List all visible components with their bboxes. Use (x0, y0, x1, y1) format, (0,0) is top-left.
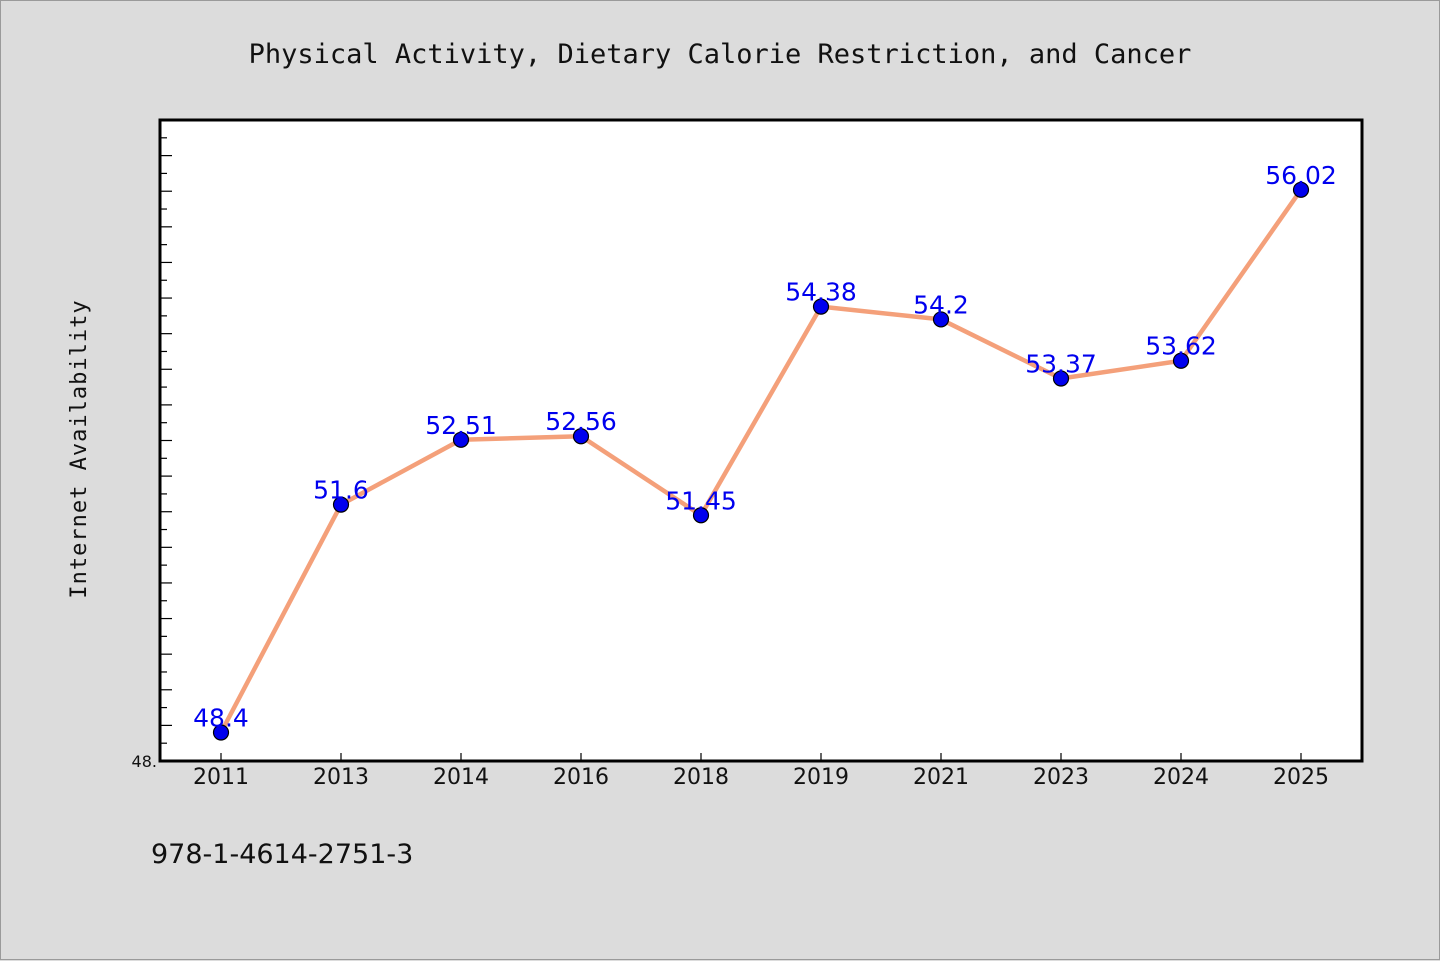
y-axis-ticks (160, 119, 172, 744)
x-tick-label: 2014 (433, 765, 489, 790)
data-label: 56.02 (1265, 161, 1337, 190)
data-point (1292, 181, 1310, 198)
x-tick-label: 2011 (193, 765, 249, 790)
data-point (932, 311, 950, 328)
data-point (812, 298, 830, 315)
series-layer (212, 181, 1310, 741)
data-labels: 48.4 51.6 52.51 52.56 51.45 54.38 54.2 53.37 53.… (193, 161, 1337, 733)
data-point (692, 507, 710, 524)
data-label: 53.37 (1025, 350, 1097, 379)
data-label: 52.51 (425, 411, 497, 440)
y-axis-label: Internet Availability (67, 299, 92, 598)
data-point (1172, 352, 1190, 369)
x-tick-label: 2018 (673, 765, 729, 790)
data-point (452, 431, 470, 448)
data-label: 52.56 (545, 407, 617, 436)
x-tick-label: 2013 (313, 765, 369, 790)
series-line (218, 187, 1304, 735)
x-tick-label: 2025 (1273, 765, 1329, 790)
footer-isbn: 978-1-4614-2751-3 (151, 839, 413, 870)
data-label: 51.6 (313, 476, 369, 505)
x-tick-label: 2021 (913, 765, 969, 790)
chart-title: Physical Activity, Dietary Calorie Restr… (249, 39, 1192, 70)
data-point (1052, 370, 1070, 387)
data-label: 51.45 (665, 486, 737, 515)
data-label: 54.38 (785, 278, 857, 307)
plot-area (160, 120, 1362, 761)
data-label: 54.2 (913, 290, 969, 319)
plot-frame (158, 118, 1364, 763)
data-point (572, 428, 590, 445)
y-tick-label: 48. (132, 752, 157, 771)
x-axis-ticks: 2011 2013 2014 2016 2018 2019 2021 2023 2024 2025 (193, 753, 1329, 790)
x-tick-label: 2019 (793, 765, 849, 790)
x-tick-label: 2023 (1033, 765, 1089, 790)
x-tick-label: 2016 (553, 765, 609, 790)
data-label: 48.4 (193, 704, 249, 733)
data-point (332, 496, 350, 513)
x-tick-label: 2024 (1153, 765, 1209, 790)
data-label: 53.62 (1145, 332, 1217, 361)
data-point (212, 724, 230, 741)
